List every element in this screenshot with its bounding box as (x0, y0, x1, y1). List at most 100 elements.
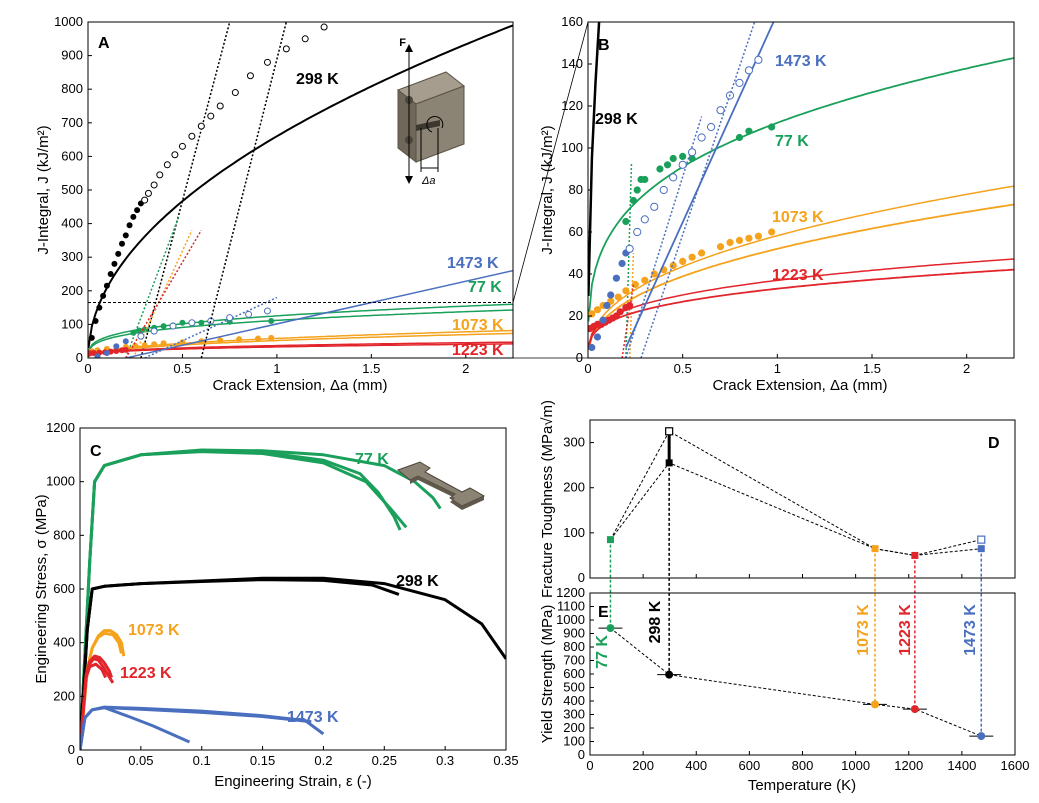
panel-b-ytick-label: 100 (561, 140, 583, 155)
series-1223-K (588, 258, 1014, 358)
ct-specimen-inset: F Δa (396, 37, 466, 187)
data-point-open (226, 314, 234, 322)
data-point (217, 337, 224, 344)
toughness-point-open (977, 535, 986, 544)
panel-b-ytick-label: 40 (569, 266, 583, 281)
data-point (622, 287, 630, 295)
series-298-K (80, 576, 506, 750)
panel-e-xtick-label: 800 (792, 758, 814, 773)
panel-a-ytick-label: 500 (61, 182, 83, 197)
data-point-open (171, 151, 179, 159)
data-point-open (163, 161, 171, 169)
stress-strain-curve (80, 706, 191, 750)
data-point-open (650, 202, 659, 211)
data-point (160, 340, 167, 347)
panel-c-xtick-label: 0.2 (314, 753, 332, 768)
data-point (107, 271, 114, 277)
data-point (88, 334, 95, 341)
data-point (599, 316, 607, 324)
series-label: 298 K (296, 71, 339, 88)
fit-line (588, 203, 1014, 351)
data-point-open (706, 122, 716, 132)
panel-e-ytick-label: 700 (563, 653, 585, 668)
data-point-open (640, 215, 649, 224)
data-point (603, 301, 611, 310)
contour-arrow (426, 116, 444, 133)
panel-a-ytick-label: 0 (76, 350, 83, 365)
stress-strain-curve (80, 578, 400, 750)
panel-b-ytick-label: 120 (561, 98, 583, 113)
series-label: 1223 K (120, 665, 172, 682)
data-point (629, 196, 638, 205)
stress-strain-curve (80, 448, 442, 750)
panel-d-fracture-toughness: 0 100 200 300 Fracture Toughness (MPa√m) D (539, 400, 1016, 598)
data-point (698, 249, 706, 257)
panel-e-ytick-label: 200 (563, 720, 585, 735)
data-point-open (141, 196, 149, 204)
panel-a-xtick-label: 1 (273, 361, 280, 376)
data-point (612, 274, 621, 282)
panel-c-xtick-label: 0 (76, 753, 83, 768)
panel-e-ytick-label: 1100 (557, 599, 585, 614)
series-label: 1223 K (452, 342, 504, 359)
panel-b-letter: B (598, 37, 610, 54)
data-point-open (263, 307, 271, 315)
panel-b-xtick-label: 0 (584, 361, 591, 376)
panel-b-ytick-label: 80 (569, 182, 583, 197)
data-point (745, 234, 753, 242)
panel-e-xtick-label: 200 (632, 758, 654, 773)
data-point (688, 154, 696, 163)
data-point (111, 260, 118, 267)
data-point-open (716, 106, 725, 115)
data-point-open (188, 132, 196, 140)
yield-point (977, 732, 986, 741)
series-298-K (88, 22, 513, 358)
data-point (126, 222, 133, 229)
data-point-open (697, 133, 706, 142)
series-1073-K (88, 229, 513, 358)
series-1223-K (80, 654, 115, 750)
data-point (268, 334, 275, 341)
data-point-open (282, 45, 290, 53)
panel-b-ytick-label: 140 (561, 56, 583, 71)
data-point (103, 349, 110, 356)
yield-point (665, 670, 674, 679)
data-point (236, 336, 243, 343)
data-point-open (633, 227, 642, 237)
panel-e-xtick-label: 600 (739, 758, 761, 773)
panel-b-ytick-label: 160 (561, 14, 583, 29)
panel-e-xtick-label: 1200 (894, 758, 923, 773)
toughness-connector-filled (610, 462, 982, 556)
panel-a-ylabel: J-Integral, J (kJ/m²) (35, 125, 52, 254)
panel-d-frame (589, 419, 1016, 579)
blunting-line-1473-b (640, 22, 756, 358)
data-point (607, 291, 615, 299)
data-point (679, 257, 687, 265)
panel-a-letter: A (98, 35, 110, 52)
data-point (132, 342, 139, 349)
fit-line (88, 332, 513, 358)
data-point (618, 259, 626, 268)
panel-e-xtick-label: 1600 (1001, 758, 1030, 773)
blunting-line-298-b (200, 22, 288, 358)
panel-c-ytick-label: 1200 (46, 420, 75, 435)
data-point-open (659, 185, 668, 195)
data-point (626, 301, 634, 310)
toughness-point-open (665, 427, 674, 436)
panel-a-ytick-label: 600 (61, 148, 83, 163)
force-label: F (399, 37, 406, 49)
data-point-open (744, 66, 754, 75)
panel-c-xtick-label: 0.15 (250, 753, 275, 768)
panel-c-letter: C (90, 443, 102, 460)
data-point (679, 152, 687, 160)
data-point-open (156, 171, 164, 179)
data-point (94, 353, 101, 358)
data-point-open (754, 55, 763, 64)
data-point (593, 306, 602, 314)
series-label: 1473 K (775, 53, 827, 70)
data-point (688, 253, 696, 261)
panel-e-ytick-label: 600 (563, 666, 585, 681)
blunting-line (125, 229, 202, 358)
